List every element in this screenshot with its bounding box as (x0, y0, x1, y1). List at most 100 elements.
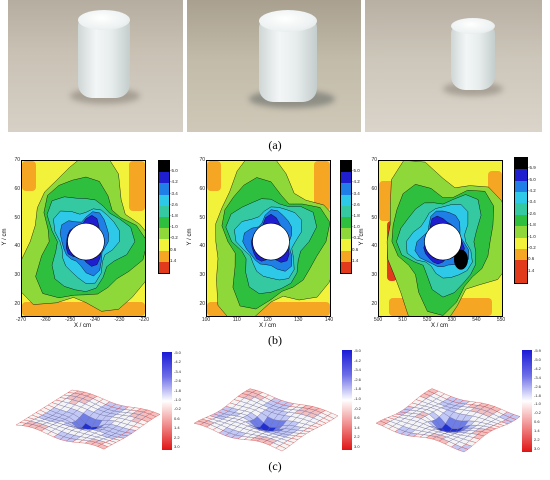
colorbar-segment (159, 228, 169, 240)
colorbar-segment (515, 271, 527, 283)
colorbar-tick-label: -5.9 (528, 165, 536, 171)
colorbar-segment (159, 161, 169, 173)
caption-b: (b) (268, 333, 282, 347)
colorbar-tick-label: 1.4 (352, 257, 359, 263)
colorbar-segment (515, 214, 527, 227)
surface-mesh-cell (327, 412, 339, 419)
y-tick-label: 60 (14, 185, 20, 192)
colorbar-segment (159, 261, 169, 273)
x-axis-label: X / cm (258, 323, 276, 329)
colorbar-segment (341, 194, 351, 206)
colorbar-tick-label: -2.6 (170, 201, 178, 207)
colorbar-segment (515, 158, 527, 170)
colorbar-tick-label: -4.2 (534, 365, 541, 371)
colorbar (158, 160, 170, 274)
colorbar-tick-label: -0.2 (352, 235, 360, 241)
y-tick-label: 40 (199, 243, 205, 250)
colorbar (340, 160, 352, 274)
surface-plot-3 (375, 388, 521, 453)
x-axis-label: X / cm (73, 323, 91, 329)
colorbar-tick-label: -5.0 (354, 348, 361, 353)
colorbar-tick-label: -1.0 (534, 401, 541, 407)
colorbar-tick-label: -1.8 (352, 213, 360, 218)
colorbar-tick-label: 3.0 (534, 446, 540, 451)
y-axis-label: Y / cm (359, 228, 365, 245)
x-tick-label: -270 (15, 317, 26, 323)
colorbar-tick-label: -3.4 (354, 367, 361, 373)
colorbar-segment (515, 260, 527, 272)
x-tick-label: 550 (496, 317, 506, 323)
caption-a: (a) (268, 138, 282, 152)
colorbar-tick-label: -2.6 (174, 378, 181, 384)
colorbar-tick-label: -3.4 (170, 190, 178, 196)
colorbar-tick-label: 2.2 (174, 434, 180, 440)
colorbar-tick-label: 2.2 (354, 434, 360, 440)
colorbar-segment (341, 261, 351, 273)
colorbar (342, 350, 352, 450)
colorbar-segment (159, 194, 169, 206)
colorbar-tick-label: 1.4 (170, 257, 177, 263)
y-tick-label: 50 (199, 214, 205, 221)
x-tick-label: -230 (114, 317, 125, 323)
colorbar-segment (515, 248, 527, 261)
colorbar-tick-label: 3.0 (174, 444, 180, 449)
x-tick-label: 100 (201, 317, 211, 323)
colorbar-tick-label: 0.6 (534, 419, 540, 425)
colorbar-segment (159, 172, 169, 184)
photo-panel-2 (187, 0, 361, 132)
x-tick-label: -240 (89, 317, 100, 323)
y-tick-label: 30 (371, 272, 377, 279)
y-tick-label: 70 (14, 157, 20, 163)
photo-panel-3 (365, 0, 542, 132)
y-axis-label: Y / cm (187, 228, 193, 245)
y-axis-label: Y / cm (2, 228, 8, 245)
x-tick-label: 530 (447, 317, 456, 323)
colorbar-segment (159, 250, 169, 262)
colorbar-segment (341, 161, 351, 173)
x-tick-label: -220 (138, 317, 149, 323)
colorbar-tick-label: -1.0 (170, 224, 178, 230)
colorbar-tick-label: -5.0 (534, 356, 541, 362)
colorbar-segment (515, 226, 527, 238)
y-tick-label: 40 (14, 243, 20, 250)
colorbar-segment (159, 183, 169, 195)
colorbar-tick-label: -5.0 (352, 168, 360, 174)
x-tick-label: -250 (65, 317, 76, 323)
colorbar-segment (341, 239, 351, 251)
surface-mesh-cell (149, 411, 161, 417)
colorbar-tick-label: -3.4 (534, 374, 541, 380)
y-tick-label: 20 (14, 301, 20, 308)
colorbar-segment (341, 216, 351, 229)
colorbar-tick-label: -3.4 (528, 199, 536, 205)
cylinder-specimen (259, 18, 317, 102)
colorbar-segment (341, 250, 351, 262)
colorbar-segment (515, 237, 527, 249)
colorbar-tick-label: -1.8 (354, 386, 361, 392)
contour-field (207, 161, 330, 316)
y-tick-label: 30 (199, 272, 205, 279)
colorbar-segment (159, 239, 169, 251)
x-tick-label: -260 (40, 317, 51, 323)
colorbar-tick-label: -0.2 (354, 405, 361, 411)
y-tick-label: 20 (199, 301, 205, 308)
colorbar-tick-label: 0.6 (174, 415, 180, 421)
specimen-hole (67, 222, 105, 261)
surface-mesh-cell (509, 414, 521, 420)
colorbar-segment (341, 183, 351, 195)
surface-plot-2 (193, 388, 339, 452)
contour-plot-2 (206, 160, 331, 317)
colorbar-tick-label: 1.4 (354, 424, 360, 430)
colorbar (522, 350, 532, 452)
colorbar-tick-label: -1.0 (354, 396, 361, 401)
colorbar-tick-label: -2.6 (352, 201, 360, 207)
colorbar-tick-label: 0.6 (528, 256, 535, 262)
colorbar-segment (515, 203, 527, 215)
colorbar-tick-label: -0.2 (174, 406, 181, 412)
colorbar-tick-label: 2.2 (534, 437, 540, 443)
colorbar-segment (341, 228, 351, 240)
colorbar-tick-label: -5.0 (528, 176, 536, 182)
caption-c: (c) (268, 459, 282, 473)
colorbar-tick-label: -0.2 (170, 235, 178, 241)
y-tick-label: 50 (371, 214, 377, 221)
colorbar-tick-label: -1.0 (352, 224, 360, 230)
